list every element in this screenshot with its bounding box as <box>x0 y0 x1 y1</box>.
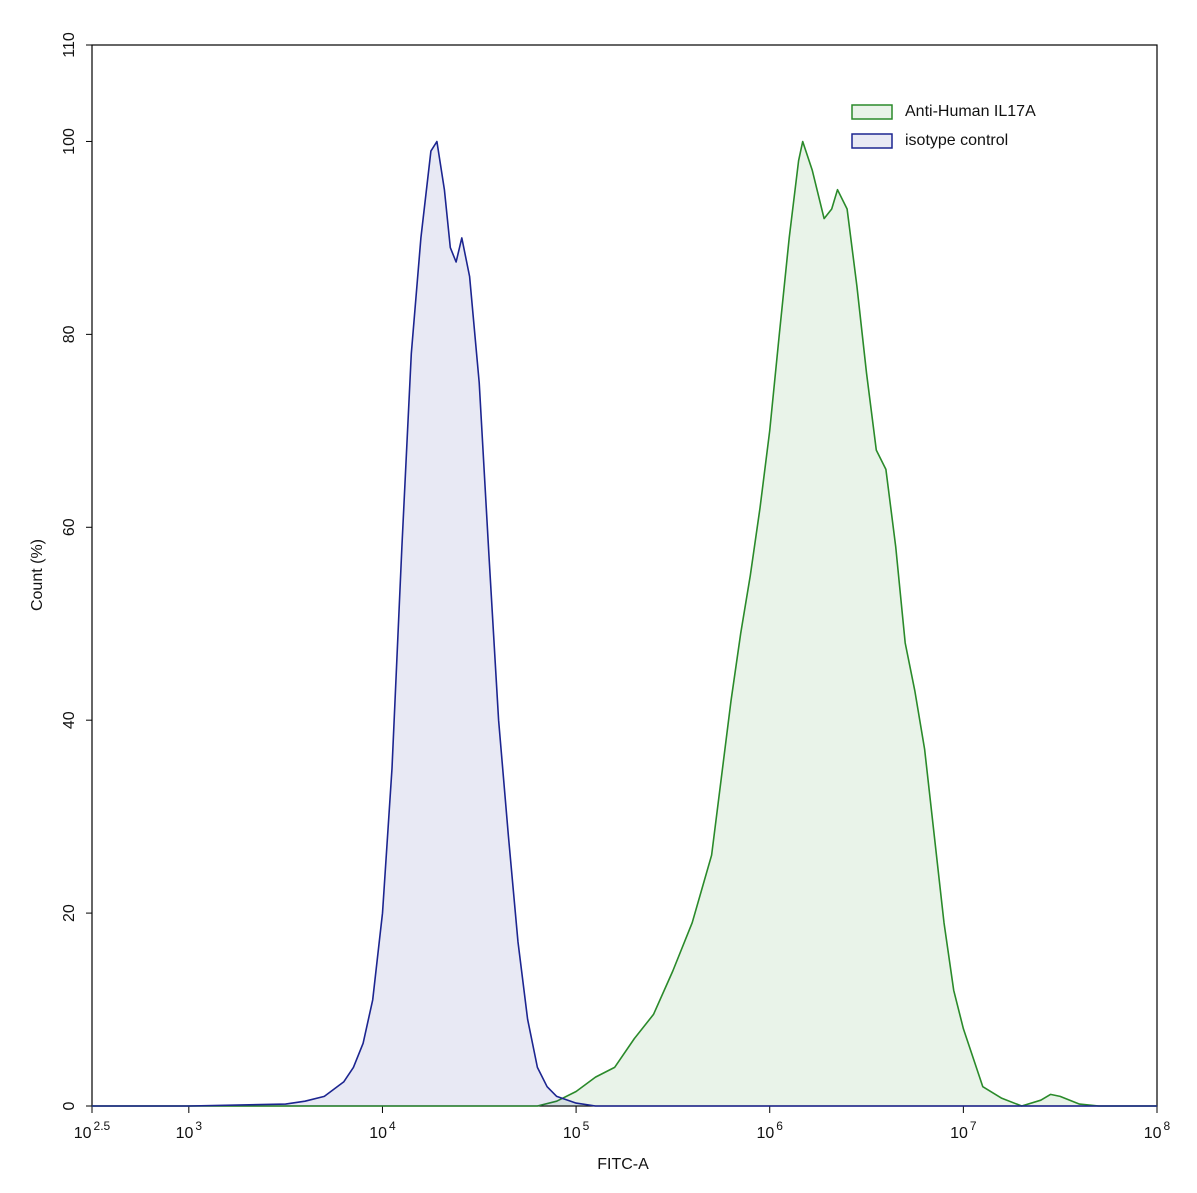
x-tick-label: 10 3 <box>176 1119 203 1142</box>
y-tick-label: 0 <box>61 1101 78 1110</box>
x-axis-label: FITC-A <box>597 1156 649 1173</box>
x-tick-label: 10 6 <box>756 1119 783 1142</box>
y-tick-label: 60 <box>61 518 78 536</box>
histogram-curve <box>91 140 1157 1107</box>
x-tick-label: 10 7 <box>950 1119 977 1142</box>
y-tick-label: 100 <box>61 128 78 155</box>
y-tick-label: 80 <box>61 325 78 343</box>
y-tick-label: 20 <box>61 904 78 922</box>
y-axis-label: Count (%) <box>29 539 46 611</box>
legend-swatch <box>851 133 893 149</box>
legend-label: isotype control <box>905 132 1008 149</box>
histogram-curve <box>91 140 1157 1107</box>
legend-label: Anti-Human IL17A <box>905 103 1036 120</box>
plot-frame <box>91 44 1158 1107</box>
x-tick-label: 10 5 <box>563 1119 590 1142</box>
y-tick-label: 40 <box>61 711 78 729</box>
y-tick-label: 110 <box>61 32 78 58</box>
x-tick-label: 10 4 <box>369 1119 396 1142</box>
x-tick-label: 10 8 <box>1144 1119 1171 1142</box>
x-tick-label: 10 2.5 <box>74 1119 111 1142</box>
legend-swatch <box>851 104 893 120</box>
